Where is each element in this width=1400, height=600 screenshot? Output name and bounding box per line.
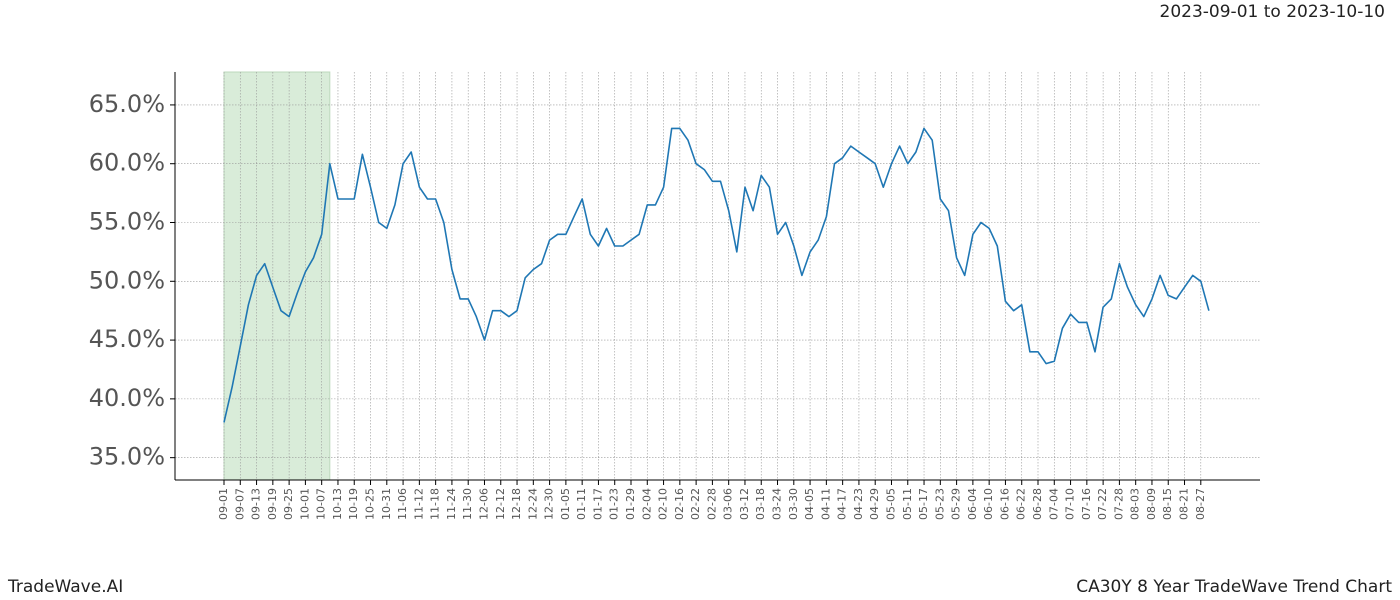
x-tick-label: 02-22 xyxy=(689,488,702,520)
x-tick-label: 11-06 xyxy=(396,488,409,520)
x-tick-label: 07-04 xyxy=(1047,488,1060,520)
x-tick-label: 08-09 xyxy=(1145,488,1158,520)
x-tick-label: 06-16 xyxy=(998,488,1011,520)
x-tick-label: 04-11 xyxy=(819,488,832,520)
y-tick-label: 50.0% xyxy=(89,266,165,294)
x-tick-label: 07-10 xyxy=(1064,488,1077,520)
x-tick-label: 03-24 xyxy=(771,488,784,520)
x-tick-label: 11-18 xyxy=(429,488,442,520)
x-tick-label: 04-05 xyxy=(803,488,816,520)
x-tick-label: 02-28 xyxy=(705,488,718,520)
x-tick-label: 06-22 xyxy=(1015,488,1028,520)
x-tick-label: 10-13 xyxy=(331,488,344,520)
chart-title: CA30Y 8 Year TradeWave Trend Chart xyxy=(1076,577,1392,597)
x-tick-label: 05-11 xyxy=(901,488,914,520)
x-tick-label: 08-27 xyxy=(1194,488,1207,520)
x-tick-label: 06-04 xyxy=(966,488,979,520)
x-tick-label: 11-12 xyxy=(412,488,425,520)
x-tick-label: 12-18 xyxy=(510,488,523,520)
x-tick-label: 07-22 xyxy=(1096,488,1109,520)
x-tick-label: 04-23 xyxy=(852,488,865,520)
x-tick-label: 03-06 xyxy=(722,488,735,520)
y-tick-label: 55.0% xyxy=(89,208,165,236)
x-tick-label: 06-28 xyxy=(1031,488,1044,520)
line-series xyxy=(223,127,1210,423)
x-tick-label: 01-23 xyxy=(608,488,621,520)
y-tick-label: 60.0% xyxy=(89,149,165,177)
brand: TradeWave.AI xyxy=(7,577,123,597)
y-tick-label: 40.0% xyxy=(89,384,165,412)
highlight-band xyxy=(223,71,331,481)
x-tick-label: 09-01 xyxy=(217,488,230,520)
y-tick-label: 35.0% xyxy=(89,443,165,471)
x-tick-label: 03-12 xyxy=(738,488,751,520)
x-tick-label: 09-13 xyxy=(250,488,263,520)
x-tick-label: 01-29 xyxy=(624,488,637,520)
x-tick-label: 07-28 xyxy=(1112,488,1125,520)
chart-subtitle: 2023-09-01 to 2023-10-10 xyxy=(1160,2,1385,22)
x-tick-label: 05-23 xyxy=(933,488,946,520)
x-tick-label: 02-10 xyxy=(657,488,670,520)
y-tick-label: 45.0% xyxy=(89,325,165,353)
x-tick-label: 07-16 xyxy=(1080,488,1093,520)
x-tick-label: 05-05 xyxy=(884,488,897,520)
x-tick-label: 04-17 xyxy=(836,488,849,520)
y-tick-label: 65.0% xyxy=(89,90,165,118)
x-tick-label: 10-25 xyxy=(364,488,377,520)
x-tick-label: 11-24 xyxy=(445,488,458,520)
x-tick-label: 10-19 xyxy=(347,488,360,520)
x-tick-label: 06-10 xyxy=(982,488,995,520)
x-tick-label: 12-24 xyxy=(526,488,539,520)
x-tick-label: 01-11 xyxy=(575,488,588,520)
x-tick-label: 10-07 xyxy=(315,488,328,520)
x-tick-label: 01-05 xyxy=(559,488,572,520)
x-tick-label: 12-06 xyxy=(477,488,490,520)
x-tick-label: 03-30 xyxy=(787,488,800,520)
x-tick-label: 10-31 xyxy=(380,488,393,520)
x-tick-label: 10-01 xyxy=(298,488,311,520)
x-tick-label: 04-29 xyxy=(868,488,881,520)
x-tick-label: 05-29 xyxy=(950,488,963,520)
x-tick-label: 11-30 xyxy=(461,488,474,520)
x-tick-label: 05-17 xyxy=(917,488,930,520)
x-tick-label: 02-16 xyxy=(673,488,686,520)
x-tick-label: 08-21 xyxy=(1178,488,1191,520)
x-tick-label: 02-04 xyxy=(640,488,653,520)
x-tick-label: 08-03 xyxy=(1129,488,1142,520)
x-tick-label: 08-15 xyxy=(1161,488,1174,520)
x-tick-label: 09-07 xyxy=(233,488,246,520)
x-tick-label: 03-18 xyxy=(754,488,767,520)
x-tick-label: 12-30 xyxy=(543,488,556,520)
x-tick-label: 09-25 xyxy=(282,488,295,520)
x-tick-label: 12-12 xyxy=(494,488,507,520)
x-tick-label: 09-19 xyxy=(266,488,279,520)
x-tick-label: 01-17 xyxy=(591,488,604,520)
